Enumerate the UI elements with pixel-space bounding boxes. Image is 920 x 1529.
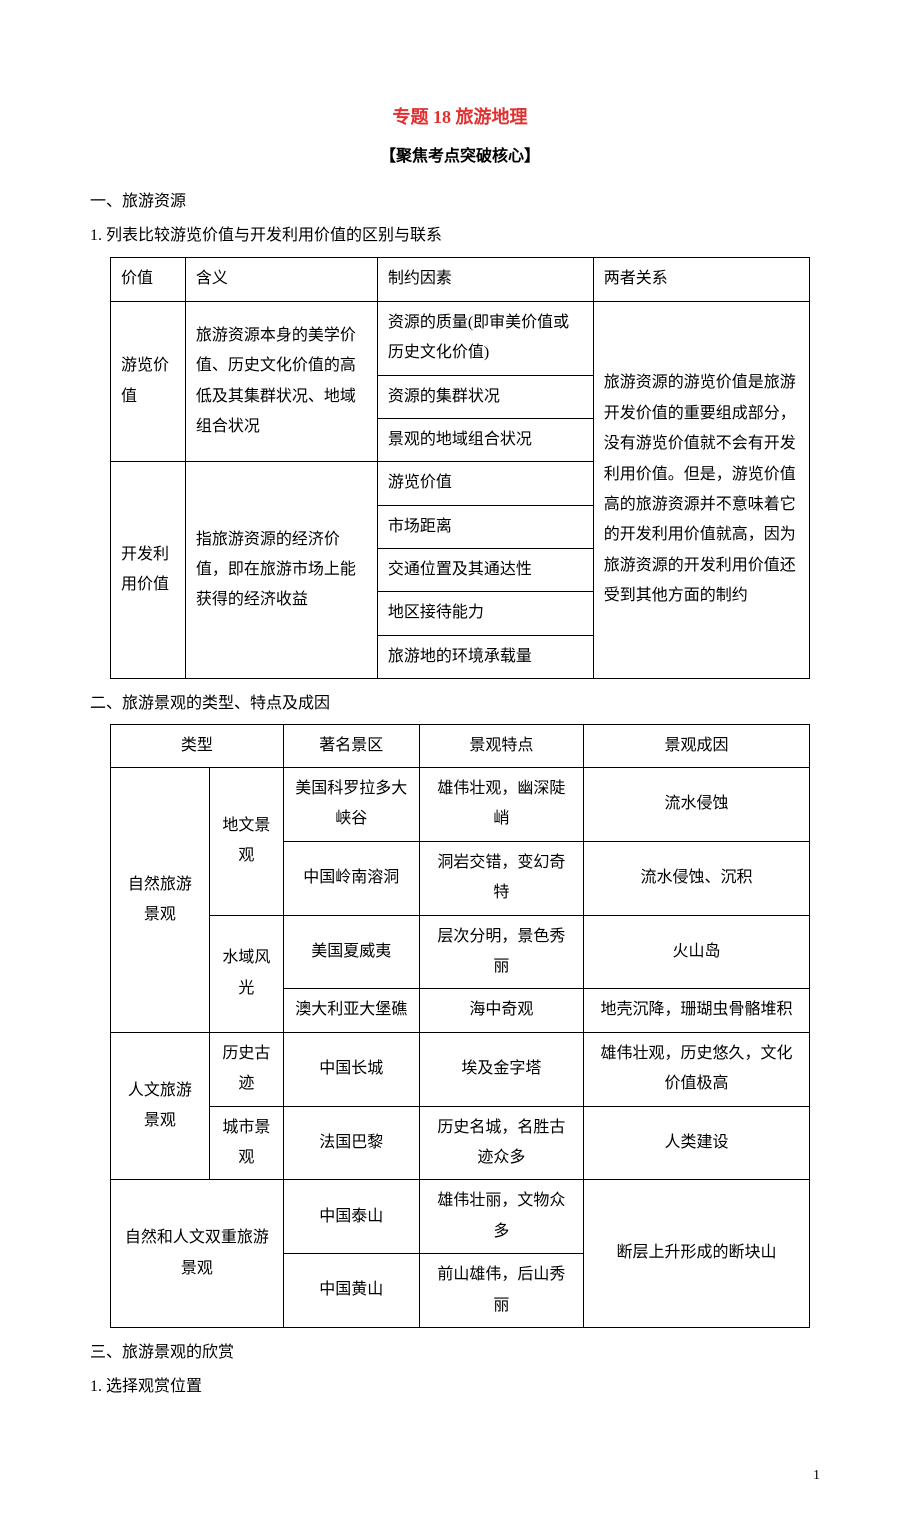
page-number: 1 [90,1463,830,1490]
cell: 前山雄伟，后山秀丽 [419,1254,583,1328]
section-1-heading: 一、旅游资源 [90,187,830,217]
cell: 埃及金字塔 [419,1032,583,1106]
cell: 中国泰山 [283,1180,419,1254]
section-3-heading: 三、旅游景观的欣赏 [90,1338,830,1368]
cell: 旅游地的环境承载量 [377,635,593,678]
header-cell: 价值 [111,258,186,301]
cell: 旅游资源本身的美学价值、历史文化价值的高低及其集群状况、地域组合状况 [185,301,377,462]
page-title: 专题 18 旅游地理 [90,100,830,134]
cell: 雄伟壮观，幽深陡峭 [419,768,583,842]
table-row: 城市景观 法国巴黎 历史名城，名胜古迹众多 人类建设 [111,1106,810,1180]
section-2-heading: 二、旅游景观的类型、特点及成因 [90,689,830,719]
cell: 游览价值 [111,301,186,462]
table-landscape-types: 类型 著名景区 景观特点 景观成因 自然旅游景观 地文景观 美国科罗拉多大峡谷 … [110,724,810,1328]
item-1: 1. 列表比较游览价值与开发利用价值的区别与联系 [90,221,830,251]
table-value-compare: 价值 含义 制约因素 两者关系 游览价值 旅游资源本身的美学价值、历史文化价值的… [110,257,810,679]
cell: 市场距离 [377,505,593,548]
table-row: 水域风光 美国夏威夷 层次分明，景色秀丽 火山岛 [111,915,810,989]
header-cell: 著名景区 [283,724,419,767]
cell: 景观的地域组合状况 [377,418,593,461]
cell: 城市景观 [209,1106,283,1180]
cell: 美国科罗拉多大峡谷 [283,768,419,842]
item-3: 1. 选择观赏位置 [90,1372,830,1402]
cell: 法国巴黎 [283,1106,419,1180]
cell: 资源的质量(即审美价值或历史文化价值) [377,301,593,375]
header-cell: 制约因素 [377,258,593,301]
cell: 地区接待能力 [377,592,593,635]
table-row: 类型 著名景区 景观特点 景观成因 [111,724,810,767]
header-cell: 两者关系 [593,258,809,301]
cell: 资源的集群状况 [377,375,593,418]
cell: 中国黄山 [283,1254,419,1328]
cell: 自然旅游景观 [111,768,210,1033]
cell: 中国岭南溶洞 [283,841,419,915]
header-cell: 类型 [111,724,284,767]
cell: 游览价值 [377,462,593,505]
cell: 雄伟壮观，历史悠久，文化价值极高 [583,1032,809,1106]
header-cell: 景观成因 [583,724,809,767]
cell: 火山岛 [583,915,809,989]
table-row: 人文旅游景观 历史古迹 中国长城 埃及金字塔 雄伟壮观，历史悠久，文化价值极高 [111,1032,810,1106]
cell: 洞岩交错，变幻奇特 [419,841,583,915]
cell: 自然和人文双重旅游景观 [111,1180,284,1328]
cell: 海中奇观 [419,989,583,1032]
page-subtitle: 【聚焦考点突破核心】 [90,142,830,172]
header-cell: 景观特点 [419,724,583,767]
cell: 流水侵蚀 [583,768,809,842]
cell: 雄伟壮丽，文物众多 [419,1180,583,1254]
cell: 开发利用价值 [111,462,186,679]
table-row: 自然和人文双重旅游景观 中国泰山 雄伟壮丽，文物众多 断层上升形成的断块山 [111,1180,810,1254]
cell: 人文旅游景观 [111,1032,210,1180]
cell: 地壳沉降，珊瑚虫骨骼堆积 [583,989,809,1032]
cell: 流水侵蚀、沉积 [583,841,809,915]
header-cell: 含义 [185,258,377,301]
cell: 地文景观 [209,768,283,916]
cell: 历史古迹 [209,1032,283,1106]
cell: 指旅游资源的经济价值，即在旅游市场上能获得的经济收益 [185,462,377,679]
cell: 层次分明，景色秀丽 [419,915,583,989]
cell: 美国夏威夷 [283,915,419,989]
cell: 澳大利亚大堡礁 [283,989,419,1032]
cell: 中国长城 [283,1032,419,1106]
cell: 历史名城，名胜古迹众多 [419,1106,583,1180]
cell: 人类建设 [583,1106,809,1180]
cell: 水域风光 [209,915,283,1032]
cell: 旅游资源的游览价值是旅游开发价值的重要组成部分，没有游览价值就不会有开发利用价值… [593,301,809,679]
table-row: 自然旅游景观 地文景观 美国科罗拉多大峡谷 雄伟壮观，幽深陡峭 流水侵蚀 [111,768,810,842]
table-row: 游览价值 旅游资源本身的美学价值、历史文化价值的高低及其集群状况、地域组合状况 … [111,301,810,375]
cell: 断层上升形成的断块山 [583,1180,809,1328]
cell: 交通位置及其通达性 [377,549,593,592]
table-row: 价值 含义 制约因素 两者关系 [111,258,810,301]
